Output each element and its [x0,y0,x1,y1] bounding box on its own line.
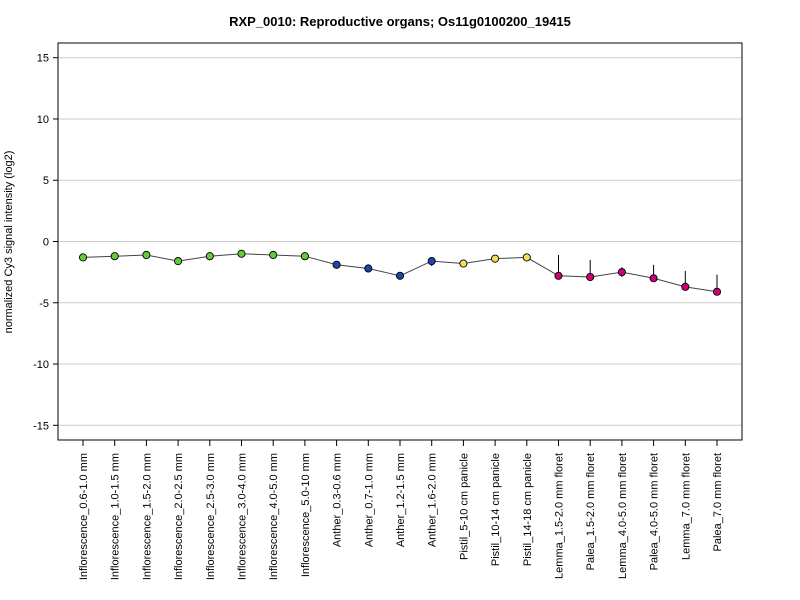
data-point [712,287,722,296]
x-tick-label: Lemma_1.5-2.0 mm floret [554,453,566,579]
data-point [427,257,436,266]
x-tick-label: Inflorescence_2.0-2.5 mm [173,453,185,580]
x-tick-label: Inflorescence_2.5-3.0 mm [205,453,217,580]
data-point [649,274,658,283]
x-tick-label: Palea_4.0-5.0 mm floret [649,453,661,570]
data-point [364,264,373,273]
x-tick-label: Inflorescence_1.0-1.5 mm [110,453,122,580]
y-tick-label: -5 [39,298,49,310]
data-point [269,250,278,260]
chart-title: RXP_0010: Reproductive organs; Os11g0100… [229,14,571,29]
x-tick-label: Palea_1.5-2.0 mm floret [585,453,597,570]
x-tick-label: Inflorescence_1.5-2.0 mm [141,453,153,580]
y-tick-label: -10 [33,359,49,371]
data-point [205,252,214,261]
x-tick-label: Inflorescence_5.0-10 mm [300,453,312,577]
x-tick-label: Anther_1.2-1.5 mm [395,453,407,547]
data-point [554,271,563,280]
y-tick-label: 10 [37,114,49,126]
x-tick-label: Anther_1.6-2.0 mm [427,453,439,547]
x-tick-label: Inflorescence_3.0-4.0 mm [237,453,249,580]
data-point [395,271,405,280]
data-point [586,272,595,282]
data-points [78,249,722,296]
y-tick-label: 5 [43,175,49,187]
y-axis: 15 10 5 0 -5 -10 -15 [33,43,59,440]
data-point [681,282,690,291]
x-tick-label: Pistil_10-14 cm panicle [490,453,502,566]
data-point [332,260,341,269]
data-point [300,252,309,261]
y-axis-label: normalized Cy3 signal intensity (log2) [3,151,15,334]
y-tick-label: 0 [43,237,49,249]
data-point [110,252,119,261]
x-tick-label: Anther_0.3-0.6 mm [332,453,344,547]
data-point [237,249,246,258]
data-point [491,254,500,263]
x-tick-label: Inflorescence_0.6-1.0 mm [78,453,90,580]
x-axis: Inflorescence_0.6-1.0 mm Inflorescence_1.… [78,440,724,580]
x-tick-label: Anther_0.7-1.0 mm [363,453,375,547]
data-point [522,253,531,262]
x-tick-label: Inflorescence_4.0-5.0 mm [268,453,280,580]
grid-lines [58,57,742,426]
data-point [459,259,468,268]
y-tick-label: 15 [37,53,49,65]
data-point [142,250,151,260]
y-tick-label: -15 [33,420,49,432]
data-point [617,268,626,277]
data-point [174,257,183,266]
x-tick-label: Palea_7.0 mm floret [712,453,724,551]
x-tick-label: Pistil_14-18 cm panicle [522,453,534,566]
x-tick-label: Lemma_4.0-5.0 mm floret [617,453,629,579]
data-point [78,253,88,262]
x-tick-label: Pistil_5-10 cm panicle [458,453,470,560]
x-tick-label: Lemma_7.0 mm floret [680,453,692,560]
